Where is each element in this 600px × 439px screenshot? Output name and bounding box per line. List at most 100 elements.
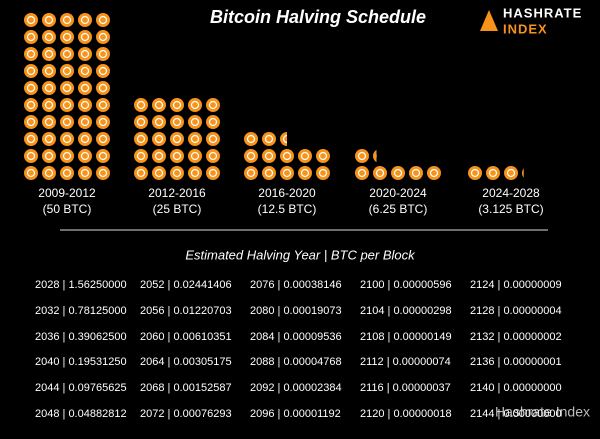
coin xyxy=(60,13,74,27)
coin xyxy=(170,166,184,180)
coin xyxy=(42,81,56,95)
coin xyxy=(78,81,92,95)
coin xyxy=(24,64,38,78)
table-cell: 2116 | 0.00000037 xyxy=(360,382,451,394)
coin xyxy=(244,149,258,163)
coin xyxy=(24,98,38,112)
coin xyxy=(262,149,276,163)
period-label: 2012-2016 xyxy=(148,186,206,200)
coin xyxy=(42,98,56,112)
coin xyxy=(427,166,441,180)
coin xyxy=(280,166,294,180)
table-cell: 2140 | 0.00000000 xyxy=(470,382,562,394)
reward-label: (6.25 BTC) xyxy=(369,202,428,216)
reward-label: (12.5 BTC) xyxy=(258,202,317,216)
coin xyxy=(355,149,369,163)
coin xyxy=(134,149,148,163)
table-cell: 2048 | 0.04882812 xyxy=(35,408,127,420)
coin xyxy=(78,149,92,163)
coin xyxy=(78,166,92,180)
coin xyxy=(134,115,148,129)
coin xyxy=(96,81,110,95)
coin xyxy=(262,166,276,180)
coin xyxy=(78,98,92,112)
coin xyxy=(42,115,56,129)
coin xyxy=(60,132,74,146)
coin xyxy=(316,149,330,163)
coin xyxy=(170,132,184,146)
coin xyxy=(504,166,518,180)
period-label: 2024-2028 xyxy=(482,186,540,200)
title: Bitcoin Halving Schedule xyxy=(210,7,426,27)
coin xyxy=(96,13,110,27)
coin xyxy=(522,168,524,178)
table-cell: 2132 | 0.00000002 xyxy=(470,331,562,343)
coin xyxy=(244,132,258,146)
coin xyxy=(24,132,38,146)
table-cell: 2076 | 0.00038146 xyxy=(250,279,342,291)
coin xyxy=(78,132,92,146)
coin xyxy=(60,30,74,44)
table-cell: 2032 | 0.78125000 xyxy=(35,305,127,317)
table-cell: 2028 | 1.56250000 xyxy=(35,279,127,291)
coin xyxy=(244,166,258,180)
coin xyxy=(170,149,184,163)
coin xyxy=(134,166,148,180)
coin xyxy=(188,166,202,180)
coin xyxy=(188,115,202,129)
coin xyxy=(391,166,405,180)
table-cell: 2092 | 0.00002384 xyxy=(250,382,342,394)
coin xyxy=(373,166,387,180)
table-cell: 2056 | 0.01220703 xyxy=(140,305,232,317)
coin xyxy=(170,115,184,129)
reward-label: (3.125 BTC) xyxy=(478,202,543,216)
table-cell: 2104 | 0.00000298 xyxy=(360,305,452,317)
coin xyxy=(486,166,500,180)
coin xyxy=(206,132,220,146)
coin xyxy=(188,149,202,163)
coin xyxy=(60,115,74,129)
table-cell: 2120 | 0.00000018 xyxy=(360,408,452,420)
table-cell: 2064 | 0.00305175 xyxy=(140,356,232,368)
coin xyxy=(96,132,110,146)
coin xyxy=(78,47,92,61)
table-cell: 2128 | 0.00000004 xyxy=(470,305,562,317)
reward-label: (50 BTC) xyxy=(43,202,92,216)
coin xyxy=(96,98,110,112)
coin xyxy=(298,149,312,163)
coin xyxy=(316,166,330,180)
coin xyxy=(96,47,110,61)
coin xyxy=(280,132,287,146)
coin xyxy=(78,30,92,44)
coin xyxy=(409,166,423,180)
table-cell: 2080 | 0.00019073 xyxy=(250,305,342,317)
table-cell: 2052 | 0.02441406 xyxy=(140,279,232,291)
logo-text: INDEX xyxy=(503,21,548,36)
table-cell: 2060 | 0.00610351 xyxy=(140,331,232,343)
coin xyxy=(152,115,166,129)
coin xyxy=(206,98,220,112)
coin xyxy=(78,64,92,78)
coin xyxy=(60,81,74,95)
coin xyxy=(152,149,166,163)
table-cell: 2108 | 0.00000149 xyxy=(360,331,452,343)
coin xyxy=(42,30,56,44)
coin xyxy=(468,166,482,180)
coin xyxy=(42,47,56,61)
coin xyxy=(24,115,38,129)
logo-icon xyxy=(480,10,498,31)
table-cell: 2084 | 0.00009536 xyxy=(250,331,342,343)
coin xyxy=(96,30,110,44)
coin xyxy=(206,166,220,180)
watermark: Hashrate Index xyxy=(495,404,590,420)
coin xyxy=(42,64,56,78)
table-cell: 2040 | 0.19531250 xyxy=(35,356,127,368)
table-cell: 2112 | 0.00000074 xyxy=(360,356,451,368)
coin xyxy=(170,98,184,112)
coin xyxy=(24,30,38,44)
coin xyxy=(262,132,276,146)
period-label: 2009-2012 xyxy=(38,186,96,200)
coin xyxy=(60,98,74,112)
